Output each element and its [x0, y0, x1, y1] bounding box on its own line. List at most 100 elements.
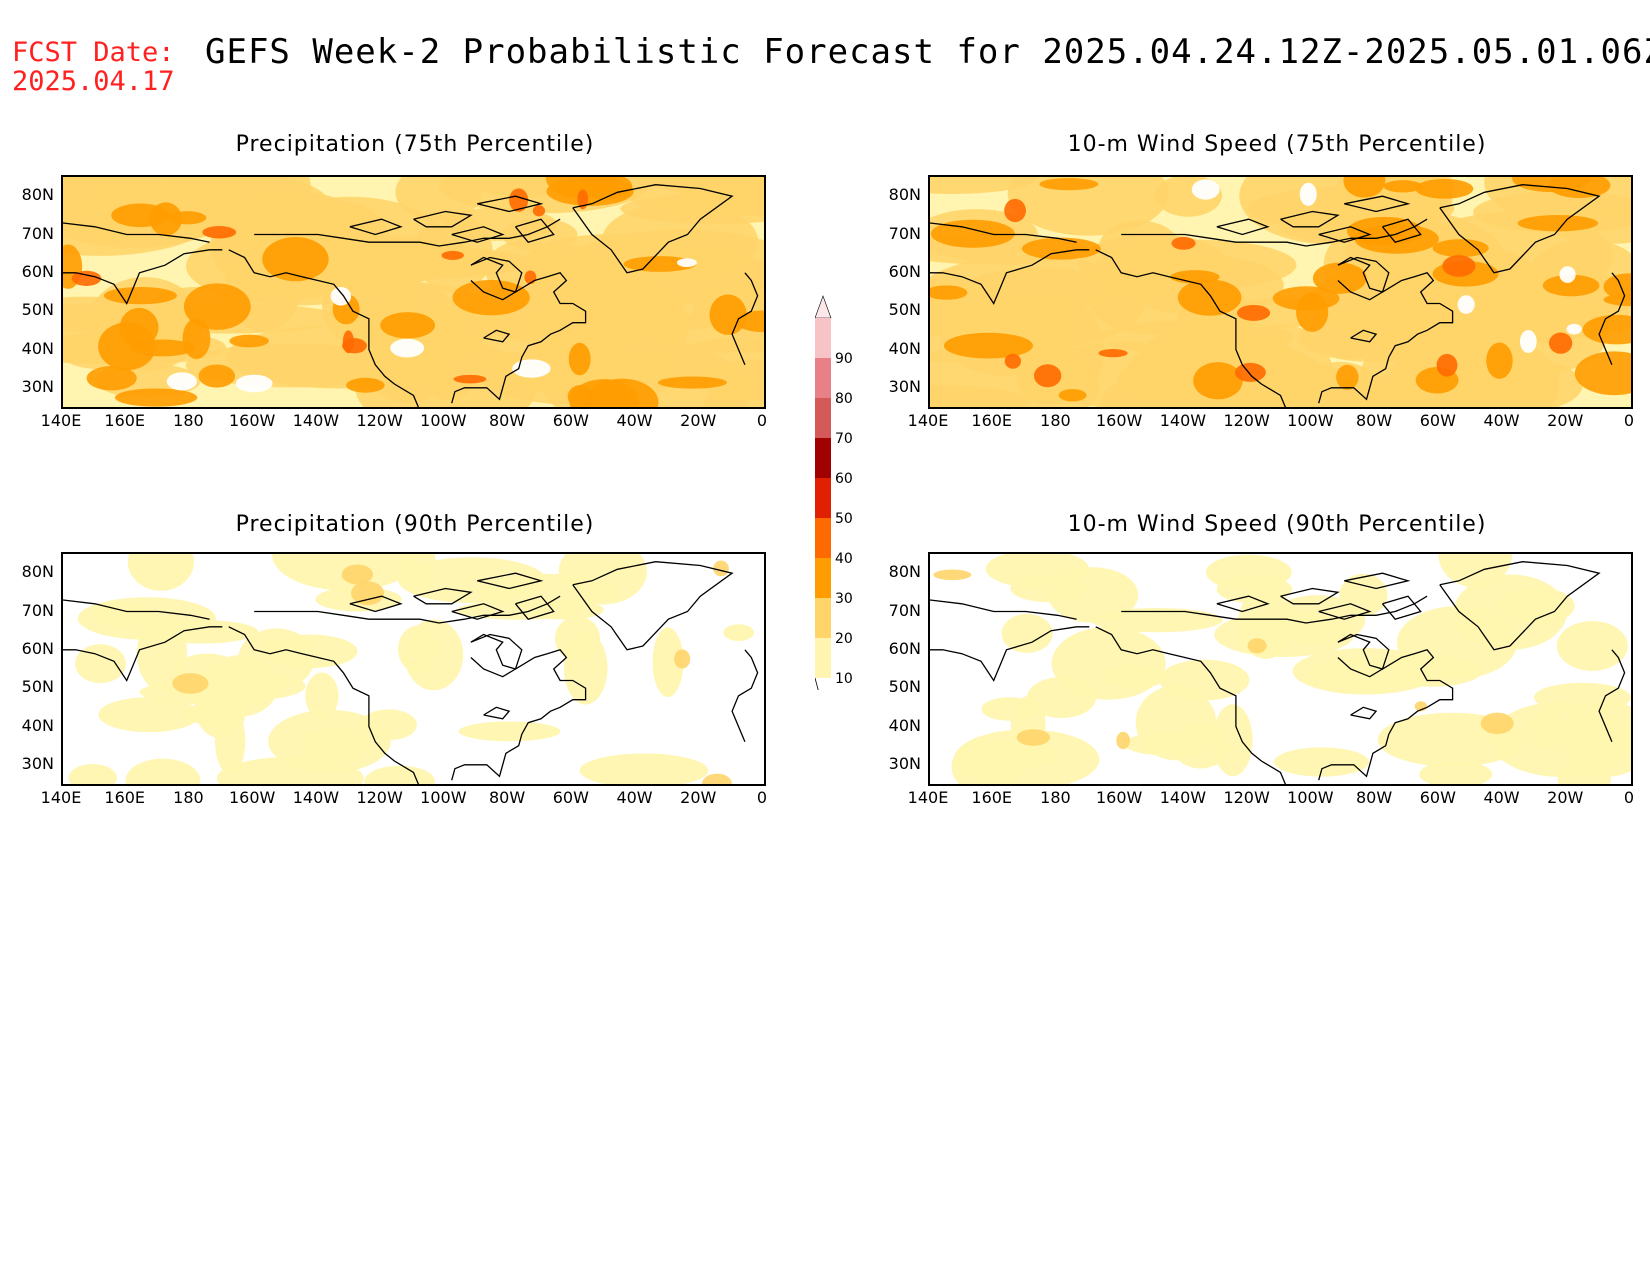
coastline	[930, 626, 1090, 682]
lon-label: 80W	[488, 411, 526, 430]
lon-label: 140W	[292, 788, 340, 807]
coastline	[572, 561, 734, 651]
coastline	[1318, 603, 1372, 620]
coastline	[1337, 256, 1390, 301]
coastline	[1439, 561, 1601, 651]
lon-label: 80W	[1355, 788, 1393, 807]
colorbar: 90 80 70 60 50 40 30 20 10	[814, 270, 875, 709]
map-field-precip75	[63, 177, 764, 407]
colorbar-label: 30	[835, 591, 853, 607]
lon-label: 180	[173, 788, 204, 807]
coastline	[451, 603, 505, 620]
map-wind75	[928, 175, 1633, 409]
lon-label: 0	[756, 411, 768, 430]
lon-label: 180	[1040, 411, 1071, 430]
colorbar-label: 90	[835, 351, 853, 367]
lon-label: 40W	[616, 788, 653, 807]
lat-label: 70N	[21, 600, 54, 620]
coastline	[1280, 210, 1340, 228]
coastline	[930, 249, 1090, 305]
lat-label: 40N	[888, 338, 921, 358]
lat-label: 30N	[888, 753, 921, 773]
map-precip75	[61, 175, 766, 409]
lat-label: 70N	[888, 600, 921, 620]
colorbar-swatch	[815, 558, 831, 598]
coastline	[1216, 218, 1270, 236]
lon-label: 40W	[1483, 788, 1520, 807]
coastline	[1344, 572, 1411, 590]
coastline	[413, 587, 473, 605]
coastline	[63, 599, 210, 620]
coastline	[451, 256, 587, 404]
lat-label: 60N	[21, 261, 54, 281]
colorbar-swatch	[815, 518, 831, 558]
lon-label: 180	[1040, 788, 1071, 807]
forecast-date-block: FCST Date: 2025.04.17	[12, 38, 175, 96]
lat-label: 80N	[888, 562, 921, 582]
coastline	[572, 184, 734, 274]
colorbar-swatch	[815, 438, 831, 478]
coastline	[1439, 184, 1601, 274]
colorbar-label: 10	[835, 671, 853, 687]
coastline	[1121, 595, 1428, 624]
coastline	[63, 249, 223, 305]
lon-label: 40W	[1483, 411, 1520, 430]
colorbar-swatch	[815, 358, 831, 398]
coastline	[349, 218, 403, 236]
colorbar-label: 70	[835, 431, 853, 447]
lon-label: 0	[1623, 411, 1635, 430]
coastline	[483, 329, 511, 343]
lon-label: 160E	[971, 411, 1013, 430]
lon-label: 80W	[1355, 411, 1393, 430]
lon-label: 0	[756, 788, 768, 807]
coastline	[413, 210, 473, 228]
lat-label: 30N	[21, 376, 54, 396]
page-title: GEFS Week-2 Probabilistic Forecast for 2…	[205, 32, 1650, 72]
lon-label: 140W	[1159, 411, 1207, 430]
map-field-wind75	[930, 177, 1631, 407]
lon-label: 160W	[1095, 788, 1143, 807]
lon-label: 120W	[1223, 788, 1270, 807]
lat-label: 50N	[21, 677, 54, 697]
coastline	[254, 218, 561, 247]
lat-label: 60N	[21, 638, 54, 658]
lon-label: 40W	[616, 411, 653, 430]
coastline	[514, 218, 555, 243]
coastline	[1095, 626, 1287, 784]
coastline	[477, 195, 544, 213]
coastline	[228, 626, 420, 784]
panel-title-wind90: 10-m Wind Speed (90th Percentile)	[1067, 512, 1487, 537]
lat-label: 70N	[888, 223, 921, 243]
lat-label: 70N	[21, 223, 54, 243]
lat-label: 60N	[888, 638, 921, 658]
lat-label: 80N	[21, 562, 54, 582]
coastline	[930, 222, 1077, 243]
lon-label: 0	[1623, 788, 1635, 807]
lon-label: 180	[173, 411, 204, 430]
coastline	[63, 626, 223, 682]
panel-title-precip75: Precipitation (75th Percentile)	[235, 132, 595, 157]
lon-label: 140E	[907, 788, 949, 807]
panel-title-wind75: 10-m Wind Speed (75th Percentile)	[1067, 132, 1487, 157]
lon-label: 160W	[228, 788, 276, 807]
lat-label: 30N	[888, 376, 921, 396]
colorbar-label: 80	[835, 391, 853, 407]
colorbar-label: 40	[835, 551, 853, 567]
coastline	[1318, 226, 1372, 243]
coastline	[1280, 587, 1340, 605]
lat-label: 30N	[21, 753, 54, 773]
coastline	[1598, 272, 1626, 366]
lon-label: 140E	[907, 411, 949, 430]
coastline	[228, 249, 420, 407]
lon-label: 60W	[1419, 411, 1456, 430]
coastline	[63, 222, 210, 243]
colorbar-top-arrow	[814, 295, 832, 319]
lon-label: 140W	[1159, 788, 1207, 807]
coastline	[1318, 256, 1454, 404]
map-field-wind90	[930, 554, 1631, 784]
fcst-date-label: FCST Date:	[12, 37, 175, 68]
lon-label: 140E	[40, 411, 82, 430]
coastline	[1598, 649, 1626, 743]
colorbar-label: 50	[835, 511, 853, 527]
lon-label: 60W	[1419, 788, 1456, 807]
